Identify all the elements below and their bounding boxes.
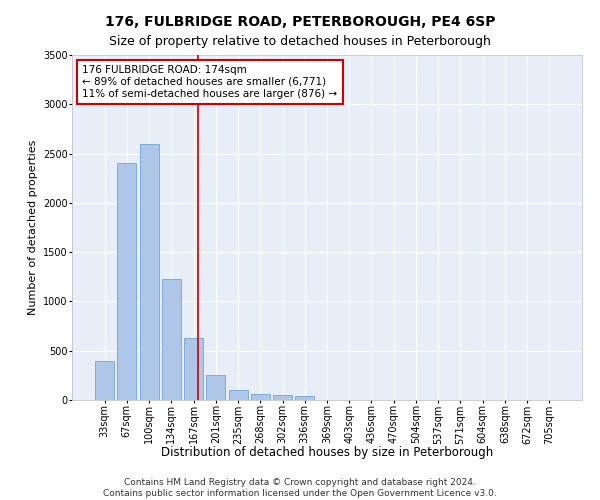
Bar [251,394,270,400]
Bar [162,279,181,400]
Bar [229,390,248,400]
Y-axis label: Number of detached properties: Number of detached properties [28,140,38,315]
Bar [273,395,292,400]
Bar [295,396,314,400]
Bar [140,144,158,400]
Bar [95,360,114,400]
Text: Size of property relative to detached houses in Peterborough: Size of property relative to detached ho… [109,35,491,48]
Text: 176, FULBRIDGE ROAD, PETERBOROUGH, PE4 6SP: 176, FULBRIDGE ROAD, PETERBOROUGH, PE4 6… [105,15,495,29]
Bar [118,164,136,400]
Bar [184,338,203,400]
Bar [206,376,225,400]
Text: 176 FULBRIDGE ROAD: 174sqm
← 89% of detached houses are smaller (6,771)
11% of s: 176 FULBRIDGE ROAD: 174sqm ← 89% of deta… [82,66,337,98]
Text: Contains HM Land Registry data © Crown copyright and database right 2024.
Contai: Contains HM Land Registry data © Crown c… [103,478,497,498]
X-axis label: Distribution of detached houses by size in Peterborough: Distribution of detached houses by size … [161,446,493,460]
